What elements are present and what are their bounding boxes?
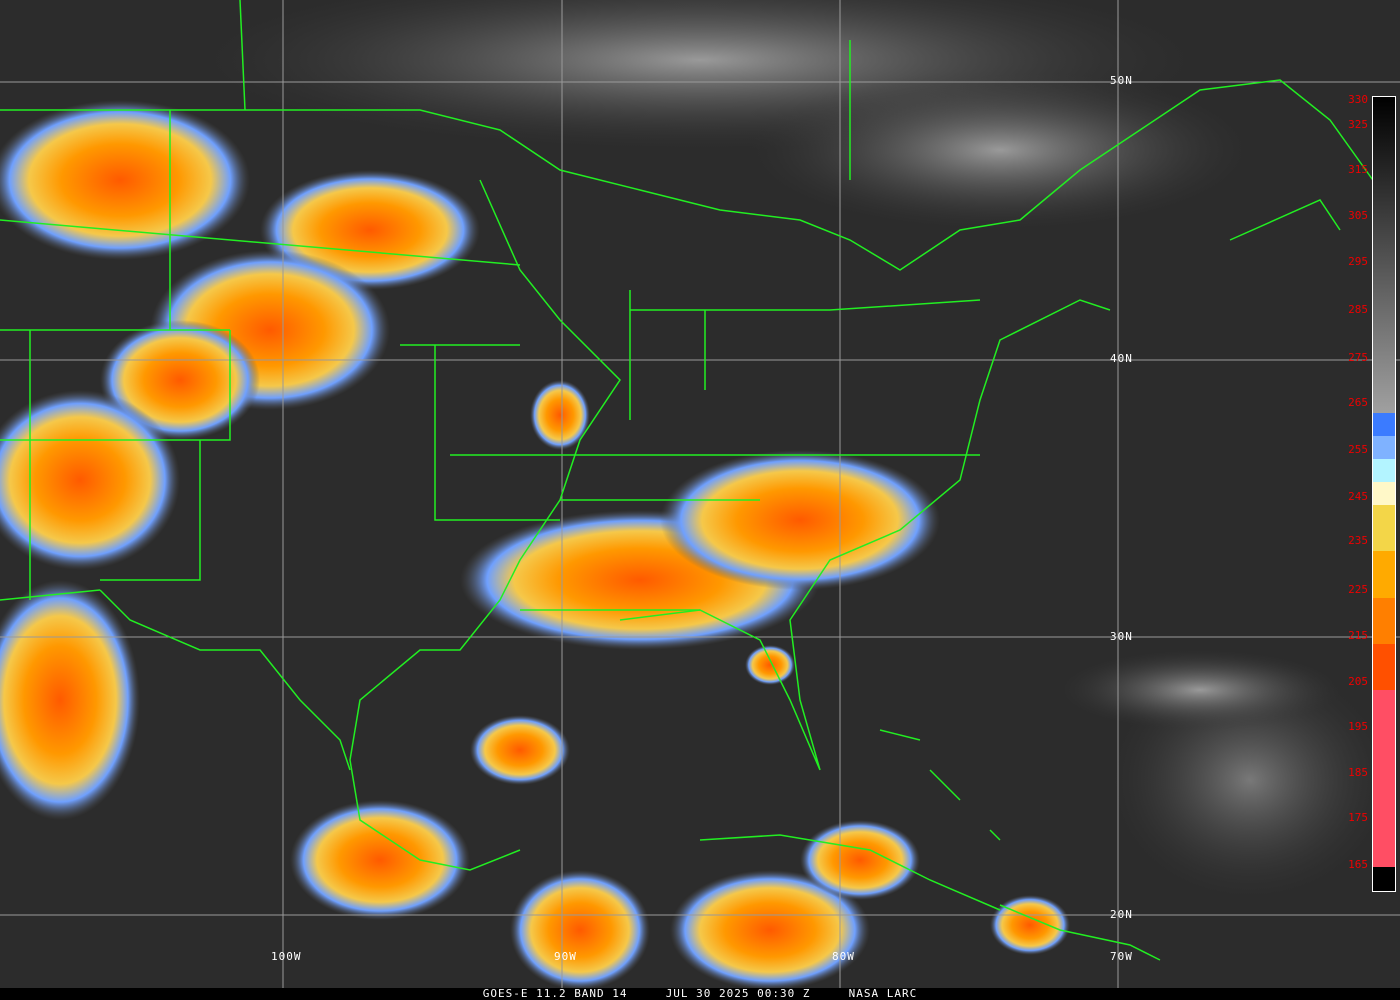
colorbar-label: 175 xyxy=(1348,811,1368,824)
political-borders xyxy=(0,0,1381,961)
lat-label-30n: 30N xyxy=(1110,630,1133,643)
colorbar-label: 265 xyxy=(1348,396,1368,409)
colorbar-label: 325 xyxy=(1348,118,1368,131)
colorbar-label: 315 xyxy=(1348,163,1368,176)
colorbar-label: 215 xyxy=(1348,629,1368,642)
image-caption: GOES-E 11.2 BAND 14 JUL 30 2025 00:30 Z … xyxy=(0,988,1400,1000)
temperature-colorbar xyxy=(1372,96,1396,892)
convective-storms xyxy=(0,100,1070,988)
colorbar-label: 305 xyxy=(1348,209,1368,222)
lat-label-20n: 20N xyxy=(1110,908,1133,921)
colorbar-label: 185 xyxy=(1348,766,1368,779)
image-datetime: JUL 30 2025 00:30 Z xyxy=(665,987,811,1000)
colorbar-label: 225 xyxy=(1348,583,1368,596)
colorbar-label: 295 xyxy=(1348,255,1368,268)
satellite-band: GOES-E 11.2 BAND 14 xyxy=(482,987,628,1000)
colorbar-label: 235 xyxy=(1348,534,1368,547)
lat-label-40n: 40N xyxy=(1110,352,1133,365)
colorbar-label: 275 xyxy=(1348,351,1368,364)
colorbar-label: 205 xyxy=(1348,675,1368,688)
colorbar-label: 195 xyxy=(1348,720,1368,733)
colorbar-label: 330 xyxy=(1348,93,1368,106)
colorbar-label: 255 xyxy=(1348,443,1368,456)
colorbar-label: 285 xyxy=(1348,303,1368,316)
lon-label-100w: 100W xyxy=(271,950,302,963)
lon-label-70w: 70W xyxy=(1110,950,1133,963)
lon-label-90w: 90W xyxy=(554,950,577,963)
colorbar-label: 245 xyxy=(1348,490,1368,503)
lon-label-80w: 80W xyxy=(832,950,855,963)
high-clouds xyxy=(200,0,1390,900)
image-source: NASA LARC xyxy=(848,987,918,1000)
colorbar-label: 165 xyxy=(1348,858,1368,871)
lat-label-50n: 50N xyxy=(1110,74,1133,87)
